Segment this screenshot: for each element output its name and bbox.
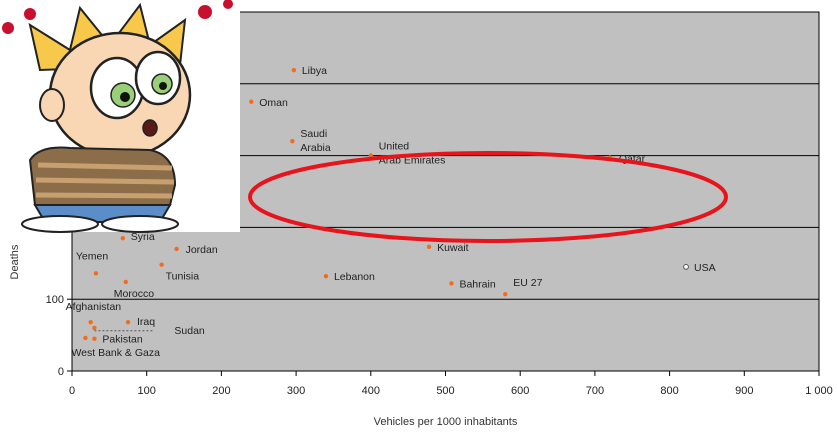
point-label: Lebanon — [334, 271, 375, 283]
data-point — [426, 244, 432, 249]
data-point — [503, 291, 508, 297]
point-label: Tunisia — [166, 271, 200, 283]
x-tick-label: 900 — [735, 385, 753, 397]
axes: 0 100 200 300 400 500 600 700 800 900 1 000 0 100 — [46, 294, 833, 397]
data-point — [125, 319, 131, 325]
point-label: West Bank & Gaza — [71, 347, 160, 359]
x-tick-label: 200 — [212, 385, 230, 397]
x-axis-title: Vehicles per 1000 inhabitants — [374, 416, 518, 428]
x-tick-label: 100 — [138, 385, 156, 397]
y-axis-title: Deaths — [9, 244, 21, 279]
point-label: Pakistan — [102, 334, 142, 346]
data-point — [323, 274, 329, 279]
data-point — [683, 263, 689, 270]
data-point — [83, 335, 88, 341]
data-point — [123, 279, 128, 285]
x-tick-label: 700 — [586, 385, 604, 397]
point-label: Morocco — [114, 288, 154, 300]
data-point — [449, 281, 454, 286]
point-label: USA — [694, 262, 716, 274]
point-label: Bahrain — [459, 278, 495, 290]
data-point — [93, 271, 99, 276]
data-point — [120, 235, 125, 241]
x-tick-label: 300 — [287, 385, 305, 397]
highlight-ellipse — [248, 151, 728, 243]
data-point — [159, 262, 164, 267]
x-tick-label: 400 — [362, 385, 380, 397]
point-label: Kuwait — [437, 242, 469, 254]
x-tick-label: 1 000 — [805, 385, 833, 397]
x-tick-label: 800 — [660, 385, 678, 397]
point-label: Sudan — [174, 325, 205, 337]
point-label: Yemen — [76, 250, 108, 262]
point-label: Libya — [302, 65, 327, 77]
y-tick-label: 0 — [58, 366, 64, 378]
x-tick-label: 500 — [436, 385, 454, 397]
point-label: EU 27 — [513, 277, 542, 289]
x-tick-label: 0 — [69, 385, 75, 397]
data-point — [290, 139, 295, 144]
point-label: Saudi Arabia — [300, 128, 331, 154]
x-tick-label: 600 — [511, 385, 529, 397]
point-label: Syria — [131, 231, 155, 243]
data-point — [92, 325, 97, 331]
point-label: Oman — [259, 97, 288, 109]
confused-boy-cartoon — [0, 0, 240, 233]
data-point — [249, 99, 254, 104]
point-label: Iraq — [137, 316, 155, 328]
data-point — [92, 336, 97, 341]
data-point — [174, 246, 179, 252]
point-label: Afghanistan — [66, 301, 122, 313]
y-tick-label: 100 — [46, 294, 64, 306]
point-label: Jordan — [186, 244, 218, 256]
data-point — [88, 319, 93, 325]
data-point — [291, 67, 297, 73]
